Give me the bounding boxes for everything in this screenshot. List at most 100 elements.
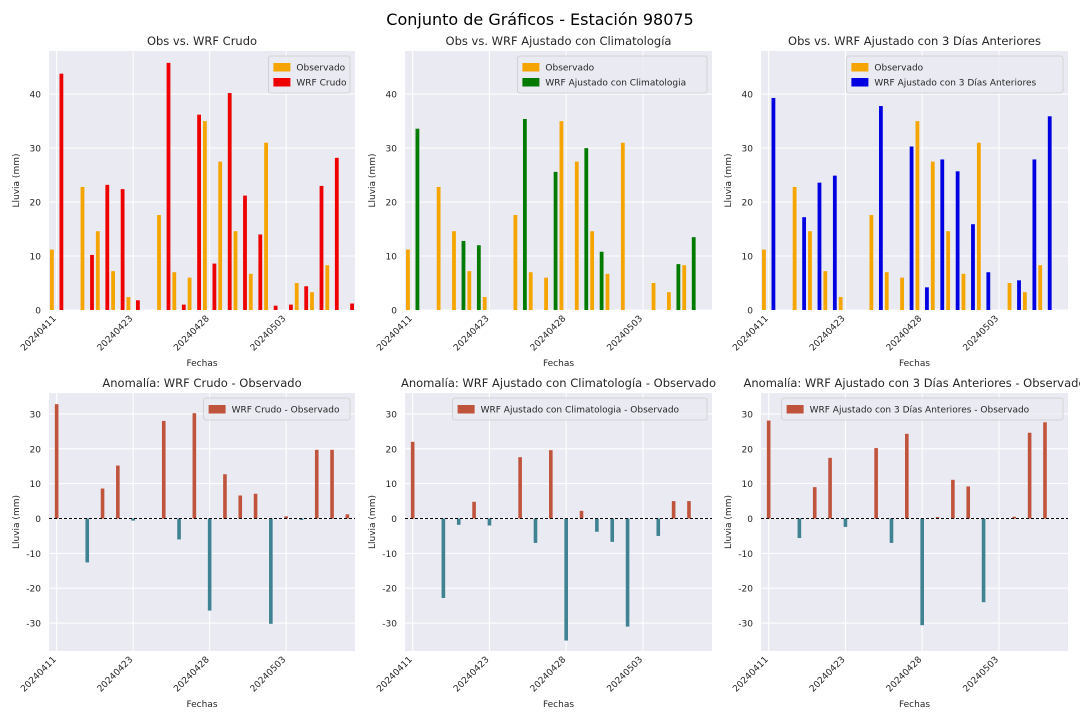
bar [878, 106, 883, 310]
bar [544, 277, 548, 310]
anomaly-bar [966, 486, 971, 519]
bar [574, 161, 579, 310]
legend: WRF Crudo - Observado [203, 397, 351, 421]
y-tick-label: -10 [738, 550, 753, 560]
legend-label: WRF Ajustado con Climatologia - Observad… [481, 406, 680, 416]
x-tick-label: 20240423 [452, 655, 491, 694]
bar [197, 114, 201, 310]
anomaly-bar [487, 518, 492, 526]
legend-label: Observado [545, 64, 594, 74]
bar [136, 300, 140, 310]
bar [599, 251, 604, 310]
x-tick-label: 20240423 [808, 314, 847, 353]
bar [166, 62, 171, 310]
bar [95, 231, 100, 310]
bar [80, 186, 85, 310]
anomaly-bar [116, 465, 120, 519]
y-tick-label: 40 [30, 91, 42, 101]
anomaly-bar [920, 518, 924, 626]
bar [187, 277, 192, 310]
bar [289, 304, 293, 310]
figure-title: Conjunto de Gráficos - Estación 98075 [386, 10, 694, 29]
bar [792, 186, 797, 310]
x-tick-label: 20240428 [885, 655, 925, 695]
anomaly-bar [269, 518, 273, 624]
bar [294, 283, 299, 310]
bar [233, 231, 238, 310]
bar [676, 264, 681, 310]
bar [838, 297, 843, 310]
anomaly-bar [253, 493, 258, 519]
anomaly-bar [874, 448, 878, 519]
legend-label: WRF Crudo [296, 79, 347, 89]
bar [50, 249, 54, 310]
y-tick-label: 0 [747, 307, 753, 317]
bar [227, 93, 232, 311]
y-tick-label: 40 [742, 91, 754, 101]
anomaly-bar [1043, 422, 1047, 519]
bar [415, 128, 420, 310]
anomaly-bar [100, 488, 105, 519]
y-tick-label: 10 [30, 480, 42, 490]
x-tick-label: 20240428 [529, 655, 569, 695]
bar [111, 271, 115, 310]
chart-panel-3: 0 10 20 30 40 20240411 20240423 20240428 2024050… [724, 34, 1068, 369]
bar [264, 142, 268, 310]
y-axis-label: Lluvia (mm) [724, 154, 734, 208]
bar [243, 195, 247, 310]
legend-label: WRF Ajustado con 3 Días Anteriores - Obs… [810, 406, 1030, 416]
x-axis-label: Fechas [543, 700, 574, 710]
bar [273, 305, 278, 310]
legend: Observado WRF Crudo [267, 55, 351, 94]
legend-label: Observado [296, 64, 345, 74]
chart-panel-2: 0 10 20 30 40 20240411 20240423 20240428 2024050… [368, 34, 712, 369]
y-tick-label: 30 [386, 410, 398, 420]
y-tick-label: -20 [738, 585, 753, 595]
y-tick-label: 10 [742, 480, 754, 490]
y-tick-label: 20 [386, 199, 398, 209]
anomaly-bar [812, 487, 817, 519]
legend-box [517, 55, 708, 94]
y-tick-label: 40 [386, 91, 398, 101]
x-tick-label: 20240423 [808, 655, 847, 694]
x-axis-label: Fechas [899, 359, 930, 369]
bar [350, 303, 354, 310]
y-tick-label: 0 [35, 307, 41, 317]
bar [157, 215, 161, 310]
bar [762, 249, 766, 310]
bar [666, 292, 671, 310]
y-tick-label: 20 [30, 199, 42, 209]
plot-area [49, 393, 355, 651]
bar [310, 292, 314, 310]
anomaly-bar [671, 501, 676, 519]
legend-label: WRF Crudo - Observado [232, 406, 340, 416]
y-axis-label: Lluvia (mm) [12, 154, 22, 208]
bar [258, 234, 263, 310]
bar [771, 97, 776, 310]
bar [1047, 116, 1052, 310]
bar [248, 273, 253, 310]
bar [181, 304, 186, 310]
legend-swatch [273, 78, 291, 87]
x-tick-label: 20240503 [249, 314, 288, 353]
legend-label: WRF Ajustado con 3 Días Anteriores [874, 79, 1036, 89]
bar [955, 171, 960, 310]
legend-swatch [851, 63, 869, 72]
x-tick-label: 20240503 [249, 655, 288, 694]
bar [304, 286, 309, 310]
y-tick-label: -20 [26, 585, 41, 595]
bar [823, 271, 828, 310]
bar [559, 121, 564, 310]
legend-swatch [786, 405, 804, 414]
bar [553, 171, 558, 310]
y-tick-label: 10 [742, 253, 754, 263]
y-tick-label: -20 [382, 585, 397, 595]
plot-area [761, 393, 1068, 651]
bar [946, 231, 951, 310]
y-axis-label: Lluvia (mm) [724, 495, 734, 549]
anomaly-bar [1012, 516, 1017, 519]
bar [325, 265, 330, 310]
anomaly-bar [299, 518, 304, 520]
anomaly-bar [579, 510, 584, 519]
anomaly-bar [284, 516, 288, 519]
